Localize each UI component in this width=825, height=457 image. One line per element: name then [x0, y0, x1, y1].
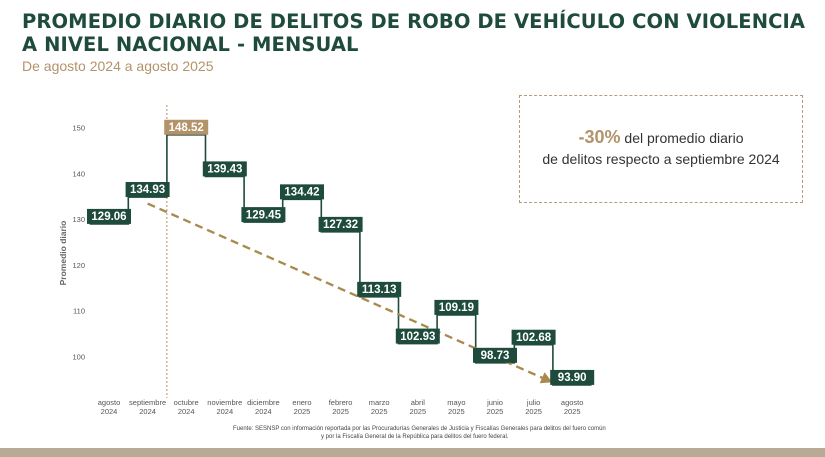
y-tick-label: 110 [73, 307, 85, 316]
x-tick-label: septiembre [129, 398, 166, 407]
data-label: 134.42 [284, 187, 319, 199]
x-tick-label: noviembre [207, 398, 242, 407]
data-label-box [550, 369, 595, 385]
x-tick-year: 2025 [448, 407, 465, 416]
page-subtitle: De agosto 2024 a agosto 2025 [22, 58, 214, 74]
x-tick-year: 2024 [216, 407, 233, 416]
y-tick-label: 150 [72, 124, 85, 133]
data-label-box [318, 216, 363, 232]
data-label: 148.52 [169, 122, 204, 134]
x-tick-label: enero [292, 398, 311, 407]
title-line-2: A NIVEL NACIONAL - MENSUAL [22, 33, 359, 56]
series-step-line [89, 133, 592, 386]
x-tick-label: febrero [329, 398, 353, 407]
footer-bar [0, 448, 825, 457]
data-label-box [87, 208, 131, 224]
data-label: 93.90 [558, 372, 587, 384]
data-label-box [280, 184, 324, 200]
data-label-box [473, 347, 517, 363]
x-tick-year: 2025 [294, 407, 311, 416]
y-axis-title: Promedio diario [58, 221, 68, 286]
source-note: Fuente: SESNSP con información reportada… [233, 425, 793, 441]
data-label-box [125, 182, 170, 198]
x-tick-year: 2025 [371, 407, 388, 416]
page-title: PROMEDIO DIARIO DE DELITOS DE ROBO DE VE… [22, 10, 805, 56]
source-line-2: y por la Fiscalía General de la Repúblic… [321, 434, 509, 440]
change-callout-box: -30% del promedio diario de delitos resp… [519, 95, 803, 203]
data-label-box [434, 299, 479, 315]
x-tick-label: agosto [98, 398, 121, 407]
x-tick-year: 2024 [178, 407, 195, 416]
x-tick-year: 2025 [487, 407, 504, 416]
x-tick-label: marzo [369, 398, 390, 407]
callout-text-1: del promedio diario [620, 130, 744, 146]
y-tick-label: 130 [72, 215, 85, 224]
data-label: 129.45 [246, 209, 282, 221]
data-label: 113.13 [362, 284, 397, 296]
data-label: 102.68 [516, 332, 552, 344]
title-line-1: PROMEDIO DIARIO DE DELITOS DE ROBO DE VE… [22, 10, 806, 33]
data-label: 129.06 [91, 211, 126, 223]
data-label: 102.93 [400, 331, 435, 343]
x-tick-label: diciembre [247, 398, 280, 407]
source-line-1: Fuente: SESNSP con información reportada… [233, 426, 606, 432]
x-tick-year: 2024 [255, 407, 272, 416]
x-tick-label: agosto [561, 398, 584, 407]
data-label: 134.93 [130, 184, 165, 196]
x-tick-label: abril [411, 398, 426, 407]
data-label: 127.32 [323, 219, 358, 231]
callout-percentage: -30% [578, 127, 621, 147]
x-tick-label: julio [526, 398, 540, 407]
data-label-box [164, 119, 209, 135]
x-tick-year: 2025 [564, 407, 581, 416]
y-tick-label: 100 [72, 353, 85, 362]
x-tick-year: 2024 [139, 407, 156, 416]
callout-text-2: de delitos respecto a septiembre 2024 [542, 151, 780, 167]
x-tick-label: octubre [174, 398, 199, 407]
data-label-box [241, 207, 286, 223]
data-label-box [511, 329, 556, 345]
x-tick-label: junio [486, 398, 503, 407]
y-tick-label: 140 [72, 169, 85, 178]
trend-arrow-head [539, 372, 553, 384]
data-label-box [395, 328, 440, 344]
data-label-box [202, 161, 247, 177]
x-tick-year: 2025 [409, 407, 426, 416]
x-tick-year: 2025 [332, 407, 349, 416]
data-label: 109.19 [439, 302, 474, 314]
y-tick-label: 120 [72, 261, 85, 270]
x-tick-year: 2024 [101, 407, 118, 416]
data-label: 98.73 [481, 350, 510, 362]
x-tick-year: 2025 [525, 407, 542, 416]
x-tick-label: mayo [447, 398, 465, 407]
data-label: 139.43 [207, 164, 242, 176]
data-label-box [357, 281, 402, 297]
